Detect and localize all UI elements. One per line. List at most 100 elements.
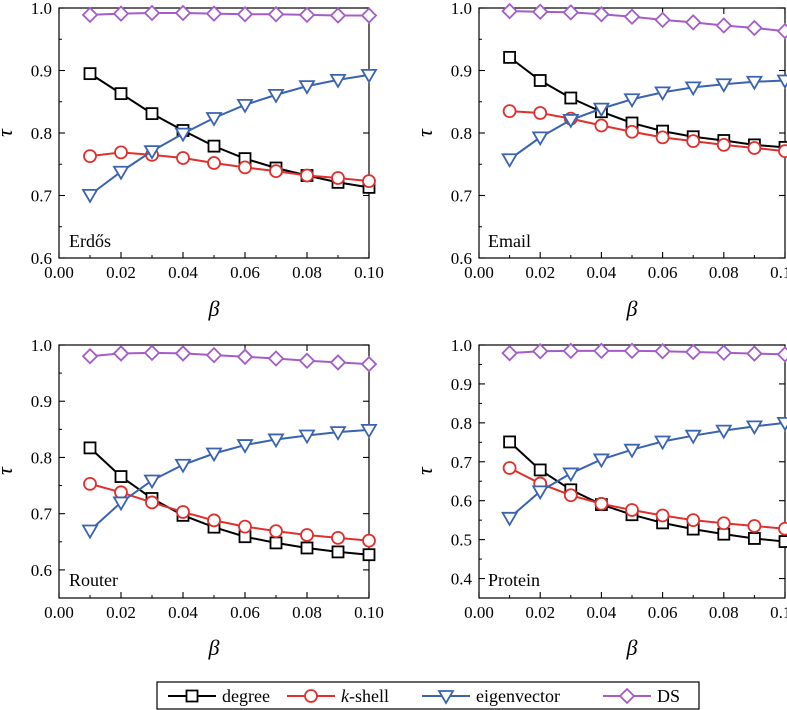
legend-marker [185, 689, 199, 703]
y-axis-label: τ [412, 466, 437, 475]
plot-frame [58, 344, 370, 599]
chart-panels: 0.00 0.02 0.04 0.06 0.08 0.10 0.6 0.7 0.8 0.9 1.0 E… [0, 0, 787, 660]
y-axis-label: τ [0, 128, 17, 137]
data-point [715, 78, 733, 94]
x-tick-label: 0.00 [44, 263, 74, 282]
data-point [362, 174, 376, 189]
series-eigenvector [81, 423, 378, 540]
data-point [207, 513, 221, 528]
data-point [298, 80, 316, 95]
data-point [267, 88, 285, 104]
series-ds [81, 4, 378, 24]
data-point [625, 503, 639, 517]
data-point [362, 533, 376, 548]
data-point [269, 164, 283, 179]
data-point [531, 3, 549, 21]
series-line [89, 12, 369, 17]
data-point [329, 426, 347, 441]
series-line [508, 421, 786, 519]
x-tick-label: 0.10 [770, 603, 787, 622]
data-point [331, 530, 345, 545]
series-degree [83, 67, 376, 194]
panel-name: Email [488, 231, 531, 251]
x-tick-label: 0.04 [168, 263, 198, 282]
series-kshell [83, 476, 376, 548]
data-point [684, 81, 702, 97]
data-point [83, 67, 97, 81]
data-point [655, 508, 670, 523]
y-axis-label: τ [0, 466, 17, 475]
chart-panel-erds: 0.00 0.02 0.04 0.06 0.08 0.10 0.6 0.7 0.8 0.9 1.0 E… [0, 0, 384, 321]
data-point [83, 441, 97, 455]
series-line [89, 351, 370, 366]
data-point [503, 50, 517, 64]
x-axis-label: β [208, 296, 220, 321]
x-tick-label: 0.08 [292, 263, 322, 282]
series-degree [83, 441, 376, 562]
x-tick-label: 0.04 [587, 263, 617, 282]
data-point [176, 505, 190, 519]
series-line [508, 441, 786, 543]
data-point [236, 348, 254, 366]
x-tick-label: 0.06 [230, 603, 260, 622]
series-line [509, 349, 786, 356]
data-point [654, 435, 672, 451]
series-line [509, 110, 786, 153]
data-point [654, 11, 671, 29]
data-point [531, 342, 549, 360]
data-point [563, 488, 578, 503]
data-point [503, 435, 517, 449]
data-point [205, 112, 223, 127]
x-tick-label: 0.10 [354, 603, 384, 622]
x-tick-label: 0.04 [168, 603, 198, 622]
data-point [562, 342, 580, 360]
data-point [533, 463, 547, 477]
series-degree [503, 435, 787, 548]
data-point [205, 346, 223, 364]
series-kshell [502, 104, 787, 159]
data-point [174, 458, 192, 474]
x-tick-label: 0.06 [230, 263, 260, 282]
x-tick-label: 0.06 [648, 603, 678, 622]
data-point [360, 423, 378, 439]
series-ds [81, 344, 378, 373]
data-point [623, 443, 641, 459]
series-line [509, 10, 786, 33]
data-point [593, 5, 610, 23]
data-point [112, 496, 130, 512]
legend-item-kshell: k-shell [287, 686, 389, 706]
x-tick-label: 0.06 [648, 263, 678, 282]
data-point [684, 343, 702, 361]
series-line [508, 56, 786, 149]
data-point [114, 485, 128, 500]
data-point [298, 352, 316, 370]
x-axis-label: β [626, 635, 638, 660]
legend-label: k-shell [341, 686, 389, 706]
legend-item-ds: DS [603, 686, 680, 706]
legend-label: eigenvector [476, 686, 560, 706]
legend-marker [618, 687, 636, 705]
data-point [501, 153, 519, 169]
data-point [114, 470, 128, 483]
data-point [81, 347, 99, 365]
data-point [625, 124, 639, 139]
data-point [778, 521, 787, 536]
data-point [623, 342, 641, 360]
data-point [533, 106, 548, 120]
data-point [143, 145, 161, 160]
data-point [112, 165, 130, 181]
data-point [562, 113, 580, 129]
legend-item-degree: degree [168, 686, 270, 706]
data-point [776, 346, 787, 363]
data-point [298, 6, 316, 24]
data-point [594, 496, 609, 511]
series-line [509, 79, 786, 161]
x-tick-label: 0.04 [587, 603, 617, 622]
data-point [686, 134, 701, 149]
data-point [360, 68, 378, 84]
y-tick-label: 0.8 [31, 448, 52, 467]
data-point [776, 416, 787, 432]
data-point [145, 107, 159, 121]
data-point [205, 447, 223, 463]
data-point [143, 474, 161, 490]
